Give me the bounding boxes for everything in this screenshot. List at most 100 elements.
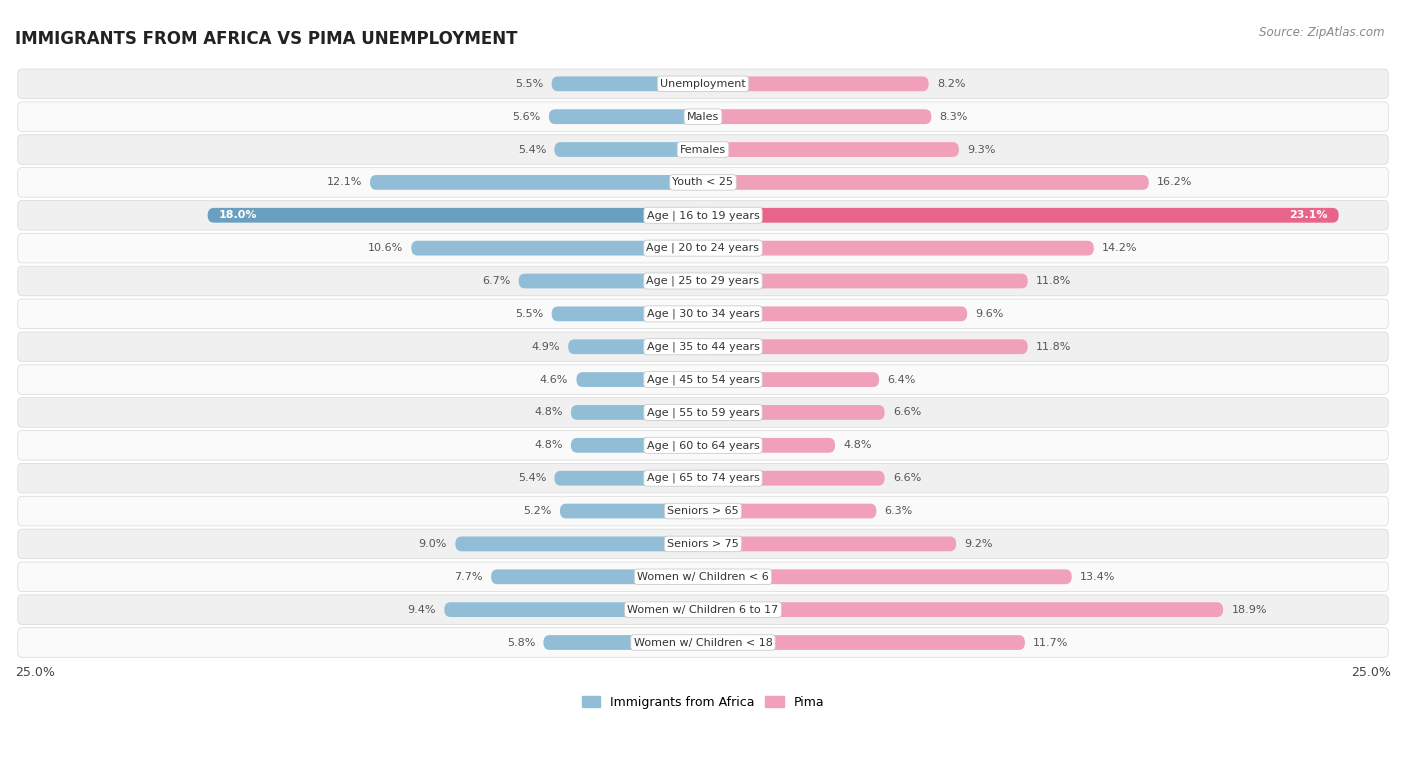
- FancyBboxPatch shape: [519, 273, 703, 288]
- Text: 10.6%: 10.6%: [368, 243, 404, 253]
- Text: Age | 35 to 44 years: Age | 35 to 44 years: [647, 341, 759, 352]
- Text: Age | 65 to 74 years: Age | 65 to 74 years: [647, 473, 759, 484]
- Text: 5.4%: 5.4%: [517, 473, 546, 483]
- FancyBboxPatch shape: [703, 503, 876, 519]
- Text: 11.8%: 11.8%: [1036, 276, 1071, 286]
- FancyBboxPatch shape: [703, 241, 1094, 256]
- FancyBboxPatch shape: [703, 175, 1149, 190]
- FancyBboxPatch shape: [18, 135, 1388, 164]
- FancyBboxPatch shape: [551, 307, 703, 321]
- FancyBboxPatch shape: [703, 635, 1025, 650]
- FancyBboxPatch shape: [18, 365, 1388, 394]
- FancyBboxPatch shape: [18, 397, 1388, 427]
- Text: Age | 16 to 19 years: Age | 16 to 19 years: [647, 210, 759, 220]
- FancyBboxPatch shape: [703, 109, 931, 124]
- FancyBboxPatch shape: [703, 307, 967, 321]
- Text: 4.8%: 4.8%: [534, 441, 562, 450]
- Text: 8.2%: 8.2%: [936, 79, 966, 89]
- FancyBboxPatch shape: [412, 241, 703, 256]
- FancyBboxPatch shape: [548, 109, 703, 124]
- Text: Age | 55 to 59 years: Age | 55 to 59 years: [647, 407, 759, 418]
- Text: 13.4%: 13.4%: [1080, 572, 1115, 582]
- FancyBboxPatch shape: [703, 537, 956, 551]
- Text: Age | 60 to 64 years: Age | 60 to 64 years: [647, 440, 759, 450]
- Text: 5.5%: 5.5%: [515, 79, 543, 89]
- FancyBboxPatch shape: [18, 431, 1388, 460]
- Text: Women w/ Children 6 to 17: Women w/ Children 6 to 17: [627, 605, 779, 615]
- FancyBboxPatch shape: [571, 438, 703, 453]
- Text: 4.8%: 4.8%: [844, 441, 872, 450]
- Text: Age | 25 to 29 years: Age | 25 to 29 years: [647, 276, 759, 286]
- FancyBboxPatch shape: [18, 628, 1388, 657]
- Text: Seniors > 65: Seniors > 65: [668, 506, 738, 516]
- Text: 5.2%: 5.2%: [523, 506, 551, 516]
- Text: 4.9%: 4.9%: [531, 341, 560, 352]
- Text: Age | 30 to 34 years: Age | 30 to 34 years: [647, 309, 759, 319]
- Text: 6.6%: 6.6%: [893, 473, 921, 483]
- Text: 4.8%: 4.8%: [534, 407, 562, 417]
- Text: 14.2%: 14.2%: [1102, 243, 1137, 253]
- FancyBboxPatch shape: [18, 562, 1388, 591]
- FancyBboxPatch shape: [551, 76, 703, 91]
- FancyBboxPatch shape: [703, 405, 884, 420]
- Text: 5.8%: 5.8%: [506, 637, 536, 647]
- FancyBboxPatch shape: [18, 463, 1388, 493]
- Text: 5.6%: 5.6%: [512, 112, 541, 122]
- Text: 25.0%: 25.0%: [15, 666, 55, 679]
- FancyBboxPatch shape: [703, 438, 835, 453]
- FancyBboxPatch shape: [18, 332, 1388, 362]
- FancyBboxPatch shape: [543, 635, 703, 650]
- Text: 8.3%: 8.3%: [939, 112, 969, 122]
- FancyBboxPatch shape: [554, 471, 703, 485]
- FancyBboxPatch shape: [571, 405, 703, 420]
- Text: 5.4%: 5.4%: [517, 145, 546, 154]
- Text: 6.3%: 6.3%: [884, 506, 912, 516]
- FancyBboxPatch shape: [703, 142, 959, 157]
- Text: Seniors > 75: Seniors > 75: [666, 539, 740, 549]
- Text: Age | 45 to 54 years: Age | 45 to 54 years: [647, 375, 759, 385]
- FancyBboxPatch shape: [18, 595, 1388, 625]
- Text: 12.1%: 12.1%: [326, 177, 361, 188]
- Text: 7.7%: 7.7%: [454, 572, 482, 582]
- Text: Unemployment: Unemployment: [661, 79, 745, 89]
- Text: 9.2%: 9.2%: [965, 539, 993, 549]
- FancyBboxPatch shape: [18, 266, 1388, 296]
- Text: Youth < 25: Youth < 25: [672, 177, 734, 188]
- FancyBboxPatch shape: [560, 503, 703, 519]
- Text: Source: ZipAtlas.com: Source: ZipAtlas.com: [1260, 26, 1385, 39]
- FancyBboxPatch shape: [18, 299, 1388, 329]
- FancyBboxPatch shape: [456, 537, 703, 551]
- FancyBboxPatch shape: [18, 201, 1388, 230]
- FancyBboxPatch shape: [18, 69, 1388, 98]
- FancyBboxPatch shape: [18, 497, 1388, 526]
- Text: Males: Males: [688, 112, 718, 122]
- FancyBboxPatch shape: [554, 142, 703, 157]
- FancyBboxPatch shape: [703, 471, 884, 485]
- FancyBboxPatch shape: [703, 76, 929, 91]
- Text: 6.6%: 6.6%: [893, 407, 921, 417]
- FancyBboxPatch shape: [703, 273, 1028, 288]
- Text: 18.9%: 18.9%: [1232, 605, 1267, 615]
- FancyBboxPatch shape: [444, 603, 703, 617]
- FancyBboxPatch shape: [18, 529, 1388, 559]
- FancyBboxPatch shape: [568, 339, 703, 354]
- Text: 9.6%: 9.6%: [976, 309, 1004, 319]
- FancyBboxPatch shape: [18, 102, 1388, 132]
- Text: IMMIGRANTS FROM AFRICA VS PIMA UNEMPLOYMENT: IMMIGRANTS FROM AFRICA VS PIMA UNEMPLOYM…: [15, 30, 517, 48]
- Text: 6.7%: 6.7%: [482, 276, 510, 286]
- FancyBboxPatch shape: [703, 339, 1028, 354]
- FancyBboxPatch shape: [703, 372, 879, 387]
- Text: 11.7%: 11.7%: [1033, 637, 1069, 647]
- Text: 18.0%: 18.0%: [219, 210, 257, 220]
- Text: 23.1%: 23.1%: [1289, 210, 1327, 220]
- Text: Females: Females: [681, 145, 725, 154]
- Text: 9.0%: 9.0%: [419, 539, 447, 549]
- Text: 25.0%: 25.0%: [1351, 666, 1391, 679]
- FancyBboxPatch shape: [703, 208, 1339, 223]
- Text: Age | 20 to 24 years: Age | 20 to 24 years: [647, 243, 759, 254]
- FancyBboxPatch shape: [703, 569, 1071, 584]
- Text: 5.5%: 5.5%: [515, 309, 543, 319]
- Text: 9.3%: 9.3%: [967, 145, 995, 154]
- Text: 9.4%: 9.4%: [408, 605, 436, 615]
- FancyBboxPatch shape: [576, 372, 703, 387]
